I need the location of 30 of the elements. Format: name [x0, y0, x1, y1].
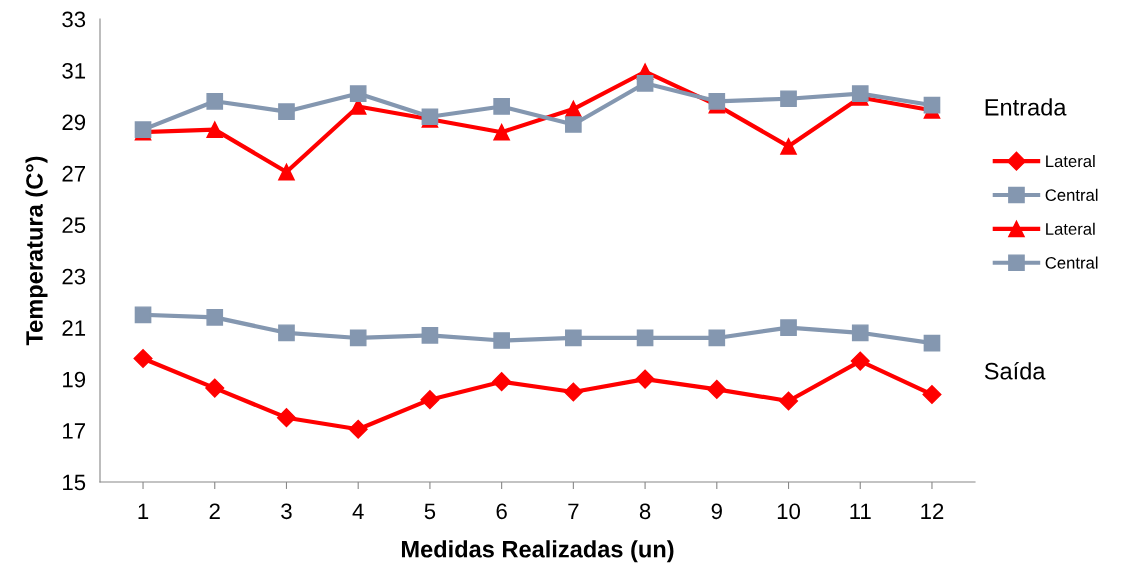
x-tick-label: 7: [568, 503, 579, 519]
x-tick-label: 3: [281, 503, 292, 520]
x-tick-label: 11: [850, 503, 871, 519]
text: Saída: [984, 361, 1046, 380]
y-tick-label: 19: [63, 371, 86, 388]
legend-label: Lateral: [1046, 154, 1095, 168]
y-axis-title: Temperatura (C°): [25, 156, 48, 346]
legend-label: Central: [1045, 188, 1098, 201]
x-tick-label: 12: [921, 503, 944, 519]
y-tick-label: 25: [62, 217, 86, 234]
legend-label: Lateral: [1046, 222, 1095, 235]
x-tick-label: 4: [352, 503, 364, 519]
x-tick-label: 6: [496, 503, 507, 520]
x-tick-label: 9: [711, 503, 722, 520]
y-tick-label: 17: [63, 423, 85, 439]
x-tick-label: 5: [424, 503, 436, 520]
x-axis-title: Medidas Realizadas (un): [401, 540, 674, 563]
y-tick-label: 15: [63, 474, 86, 491]
x-tick-label: 10: [777, 503, 801, 520]
y-tick-label: 29: [62, 114, 86, 131]
y-tick-label: 23: [62, 268, 86, 285]
y-tick-label: 31: [62, 62, 86, 79]
y-tick-label: 33: [62, 11, 86, 28]
x-tick-label: 2: [209, 503, 220, 519]
y-tick-label: 27: [62, 165, 85, 182]
x-tick-label: 8: [639, 503, 651, 520]
y-tick-label: 21: [62, 320, 86, 336]
x-tick-label: 1: [138, 503, 149, 519]
legend-label: Central: [1045, 256, 1098, 269]
text: Entrada: [985, 98, 1067, 116]
